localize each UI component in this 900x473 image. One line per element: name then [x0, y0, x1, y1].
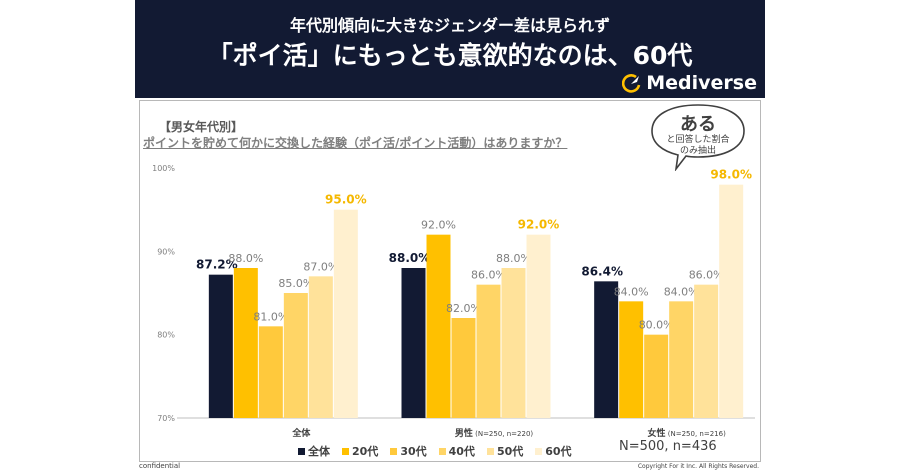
data-label: 88.0%: [389, 251, 431, 265]
data-label: 87.0%: [303, 260, 338, 273]
bar-30s-3: [644, 334, 669, 418]
legend-swatch: [390, 447, 398, 455]
legend-item: 40代: [438, 443, 475, 459]
bubble-sub-text: と回答した割合 のみ抽出: [648, 135, 748, 157]
data-label: 82.0%: [446, 302, 481, 315]
data-label: 92.0%: [518, 218, 560, 232]
legend-swatch: [438, 447, 446, 455]
legend-swatch: [342, 447, 349, 455]
footer-copyright: Copyright For it Inc. All Rights Reserve…: [637, 463, 759, 470]
legend-label: 50代: [496, 445, 524, 458]
bar-chart: 70%80%90%100%87.2%88.0%81.0%85.0%87.0%95…: [152, 164, 755, 439]
brand-name: Mediverse: [646, 72, 757, 94]
data-label: 86.0%: [689, 269, 724, 282]
legend-label: 20代: [352, 445, 379, 458]
legend-swatch: [486, 447, 494, 455]
legend-item: 30代: [390, 443, 427, 459]
data-label: 86.0%: [471, 269, 506, 282]
y-tick-label: 90%: [157, 247, 175, 256]
legend-item: 20代: [342, 443, 378, 459]
data-label: 85.0%: [278, 277, 313, 290]
data-label: 84.0%: [664, 285, 699, 298]
bubble-line-1: と回答した割合: [666, 135, 730, 145]
chart-frame: [139, 100, 761, 462]
bar-20s-3: [619, 301, 644, 418]
header-banner: 年代別傾向に大きなジェンダー差は見られず 「ポイ活」にもっとも意欲的なのは、60…: [135, 0, 765, 98]
legend-item: 全体: [298, 443, 330, 459]
legend-item: 60代: [535, 443, 572, 459]
legend-label: 60代: [545, 445, 572, 458]
slide: 年代別傾向に大きなジェンダー差は見られず 「ポイ活」にもっとも意欲的なのは、60…: [135, 0, 765, 473]
bar-50s-2: [501, 268, 526, 418]
data-label: 81.0%: [253, 310, 288, 323]
legend-label: 30代: [400, 445, 427, 458]
bar-total-1: [208, 274, 233, 418]
legend-swatch: [298, 447, 305, 455]
bar-20s-2: [426, 234, 451, 418]
section-tag: 【男女年代別】: [159, 120, 244, 134]
data-label: 87.2%: [196, 258, 238, 272]
bar-60s-3: [719, 184, 744, 418]
bar-40s-3: [669, 301, 694, 418]
bar-60s-2: [526, 234, 551, 418]
bar-30s-1: [258, 326, 283, 418]
speech-bubble-icon: [651, 104, 745, 171]
category-note: (N=250, n=216): [666, 430, 727, 438]
category-label: 全体: [291, 427, 311, 439]
y-tick-label: 70%: [157, 414, 175, 423]
bubble-main-text: ある: [680, 114, 716, 135]
legend-label: 40代: [448, 445, 475, 458]
data-label: 95.0%: [325, 193, 367, 207]
data-label: 88.0%: [228, 252, 263, 265]
category-label: 男性 (N=250, n=220): [455, 427, 534, 439]
footer-confidential: confidential: [139, 462, 181, 470]
sample-size: N=500, n=436: [619, 439, 717, 454]
y-tick-label: 100%: [152, 164, 175, 173]
bar-40s-2: [476, 284, 501, 418]
brand: Mediverse: [622, 72, 757, 94]
bar-50s-3: [694, 284, 719, 418]
bubble-line-2: のみ抽出: [679, 146, 716, 156]
bar-60s-1: [333, 209, 358, 418]
bar-20s-1: [233, 268, 258, 418]
legend-swatch: [535, 447, 543, 455]
category-label: 女性 (N=250, n=216): [648, 427, 727, 439]
bar-total-3: [594, 281, 619, 418]
header-subtitle: 年代別傾向に大きなジェンダー差は見られず: [289, 16, 610, 35]
data-label: 98.0%: [710, 168, 752, 182]
bar-50s-1: [308, 276, 333, 418]
bar-total-2: [401, 268, 426, 418]
data-label: 92.0%: [421, 219, 456, 232]
bar-40s-1: [283, 293, 308, 418]
header-title: 「ポイ活」にもっとも意欲的なのは、60代: [207, 41, 693, 70]
survey-question: ポイントを貯めて何かに交換した経験（ポイ活/ポイント活動）はありますか？: [143, 136, 568, 150]
chart-legend: 全体 20代 30代 40代 50代 60代: [298, 443, 584, 459]
data-label: 84.0%: [614, 285, 649, 298]
y-tick-label: 80%: [157, 331, 175, 340]
data-label: 88.0%: [496, 252, 531, 265]
bar-30s-2: [451, 318, 476, 418]
data-label: 86.4%: [581, 264, 623, 278]
legend-label: 全体: [308, 445, 330, 458]
mediverse-logo-icon: [622, 74, 641, 93]
data-label: 80.0%: [639, 319, 674, 332]
legend-item: 50代: [486, 443, 524, 459]
category-note: (N=250, n=220): [473, 430, 534, 438]
